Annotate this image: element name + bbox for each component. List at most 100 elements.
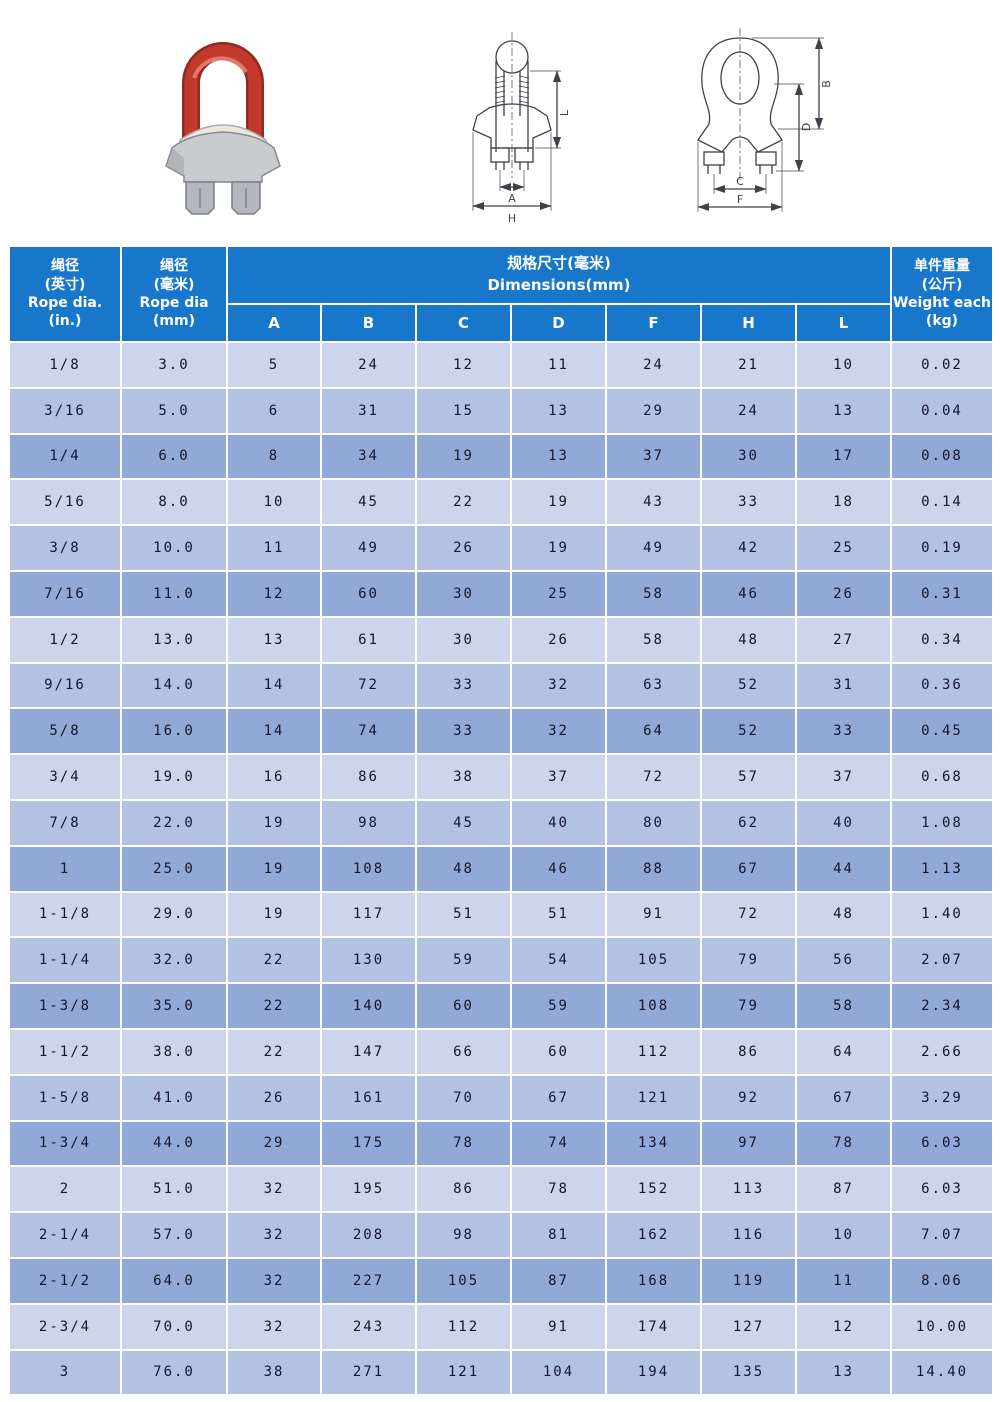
- table-cell: 72: [700, 890, 797, 939]
- front-view-drawing: L A H: [437, 30, 587, 232]
- table-cell: 2.07: [890, 936, 994, 985]
- table-cell: 26: [226, 1073, 322, 1122]
- table-row: 5/16 8.0 10 45 22 19 43 33 18 0.14: [8, 478, 994, 527]
- table-cell: 14.40: [890, 1348, 994, 1397]
- table-cell: 243: [320, 1302, 417, 1351]
- table-cell: 40: [510, 798, 607, 847]
- table-cell: 11.0: [120, 569, 228, 618]
- table-cell: 33: [415, 707, 512, 756]
- table-cell: 0.31: [890, 569, 994, 618]
- table-cell: 168: [605, 1256, 702, 1305]
- u-bolt-eye: [495, 40, 529, 74]
- table-cell: 33: [415, 661, 512, 710]
- wire-rope-clip-photo: [138, 8, 308, 237]
- table-cell: 76.0: [120, 1348, 228, 1397]
- table-cell: 0.68: [890, 753, 994, 801]
- table-row: 1/4 6.0 8 34 19 13 37 30 17 0.08: [8, 432, 994, 481]
- table-cell: 78: [415, 1119, 512, 1168]
- table-cell: 117: [320, 890, 417, 939]
- table-cell: 13: [510, 432, 607, 481]
- table-cell: 0.36: [890, 661, 994, 710]
- table-cell: 19: [415, 432, 512, 481]
- table-cell: 91: [605, 890, 702, 939]
- table-cell: 79: [700, 982, 797, 1030]
- table-cell: 45: [320, 478, 417, 527]
- table-cell: 140: [320, 982, 417, 1030]
- table-cell: 61: [320, 615, 417, 664]
- table-cell: 17: [795, 432, 892, 481]
- table-cell: 30: [415, 615, 512, 664]
- table-cell: 63: [605, 661, 702, 710]
- table-cell: 48: [795, 890, 892, 939]
- table-cell: 112: [605, 1027, 702, 1076]
- table-cell: 6.0: [120, 432, 228, 481]
- table-cell: 0.14: [890, 478, 994, 527]
- left-nut-outline: [490, 147, 510, 163]
- table-cell: 60: [320, 569, 417, 618]
- table-cell: 30: [415, 569, 512, 618]
- table-cell: 1/8: [8, 341, 122, 389]
- clip-eye-hole: [720, 51, 760, 105]
- table-cell: 29.0: [120, 890, 228, 939]
- table-row: 1 25.0 19 108 48 46 88 67 44 1.13: [8, 844, 994, 893]
- table-cell: 127: [700, 1302, 797, 1351]
- table-cell: 92: [700, 1073, 797, 1122]
- table-cell: 37: [605, 432, 702, 481]
- table-cell: 51: [415, 890, 512, 939]
- header-dim-a: A: [226, 303, 322, 343]
- table-cell: 22: [415, 478, 512, 527]
- table-cell: 70: [415, 1073, 512, 1122]
- table-cell: 10: [226, 478, 322, 527]
- table-cell: 2.66: [890, 1027, 994, 1076]
- table-cell: 38: [415, 753, 512, 801]
- dim-label-b: B: [820, 80, 833, 88]
- table-cell: 74: [510, 1119, 607, 1168]
- table-row: 1-3/8 35.0 22 140 60 59 108 79 58 2.34: [8, 982, 994, 1030]
- extension-lines: [472, 70, 561, 211]
- table-cell: 13: [795, 1348, 892, 1397]
- table-cell: 98: [415, 1211, 512, 1259]
- table-cell: 1-1/8: [8, 890, 122, 939]
- table-cell: 9/16: [8, 661, 122, 710]
- table-cell: 98: [320, 798, 417, 847]
- table-row: 1-1/4 32.0 22 130 59 54 105 79 56 2.07: [8, 936, 994, 985]
- table-cell: 26: [795, 569, 892, 618]
- table-cell: 58: [795, 982, 892, 1030]
- table-cell: 57: [700, 753, 797, 801]
- saddle-outline: [472, 103, 552, 149]
- table-cell: 48: [415, 844, 512, 893]
- table-cell: 26: [510, 615, 607, 664]
- table-cell: 16: [226, 753, 322, 801]
- table-row: 7/16 11.0 12 60 30 25 58 46 26 0.31: [8, 569, 994, 618]
- product-photo-image: [165, 42, 281, 215]
- table-cell: 32: [226, 1256, 322, 1305]
- table-cell: 79: [700, 936, 797, 985]
- table-cell: 19: [226, 798, 322, 847]
- header-dimensions: 规格尺寸(毫米) Dimensions(mm): [226, 245, 892, 305]
- left-bolt-nut: [703, 151, 725, 166]
- table-cell: 8.06: [890, 1256, 994, 1305]
- table-cell: 10.00: [890, 1302, 994, 1351]
- table-cell: 13: [510, 386, 607, 435]
- header-weight-each: 单件重量 (公斤) Weight each (kg): [890, 245, 994, 343]
- table-cell: 70.0: [120, 1302, 228, 1351]
- table-cell: 14: [226, 661, 322, 710]
- table-cell: 119: [700, 1256, 797, 1305]
- clip-body-outline: [697, 37, 783, 153]
- table-cell: 6: [226, 386, 322, 435]
- table-cell: 48: [700, 615, 797, 664]
- table-cell: 78: [795, 1119, 892, 1168]
- dim-label-a: A: [508, 192, 516, 205]
- table-cell: 26: [415, 524, 512, 572]
- table-cell: 6.03: [890, 1165, 994, 1214]
- table-cell: 62: [700, 798, 797, 847]
- table-cell: 37: [510, 753, 607, 801]
- table-cell: 13: [795, 386, 892, 435]
- table-cell: 7.07: [890, 1211, 994, 1259]
- table-cell: 25: [795, 524, 892, 572]
- table-cell: 12: [226, 569, 322, 618]
- saddle-shadow: [166, 148, 184, 176]
- table-cell: 2: [8, 1165, 122, 1214]
- table-cell: 5.0: [120, 386, 228, 435]
- table-cell: 0.19: [890, 524, 994, 572]
